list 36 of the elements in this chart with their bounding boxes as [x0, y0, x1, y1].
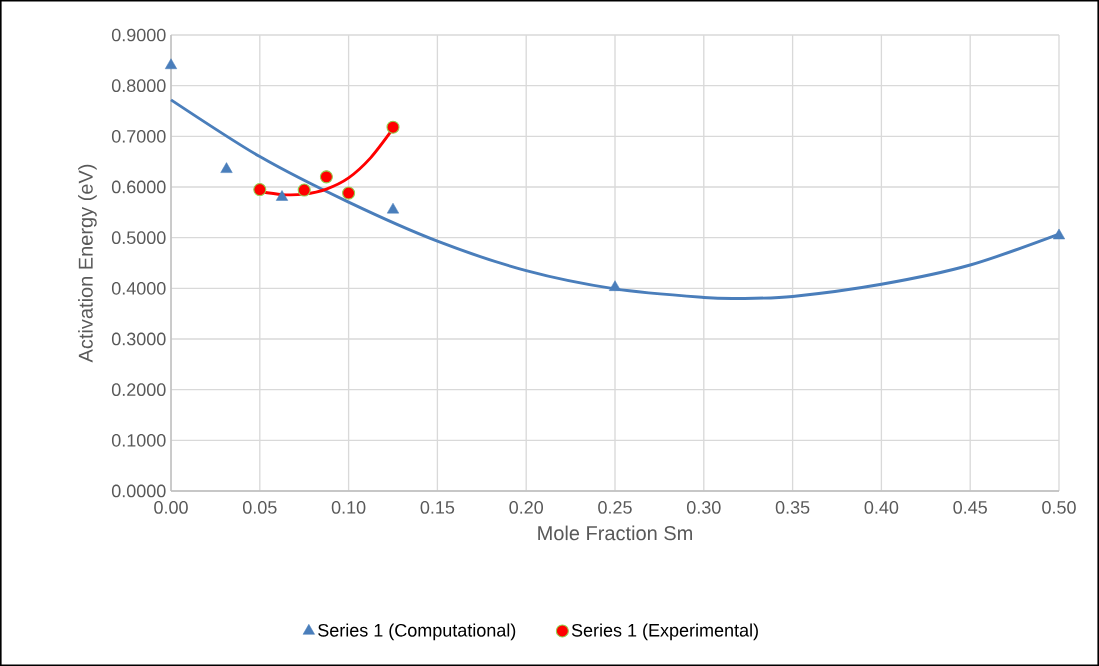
y-tick-label: 0.3000: [111, 332, 166, 346]
x-tick-label: 0.45: [953, 501, 987, 514]
y-tick-label: 0.4000: [111, 281, 166, 295]
x-tick-label: 0.05: [243, 501, 277, 514]
x-tick-label: 0.25: [598, 501, 632, 514]
point: [220, 162, 233, 173]
x-tick-label: 0.15: [420, 501, 455, 514]
legend-label: Series 1 (Experimental): [571, 623, 758, 641]
y-tick-label: 0.7000: [111, 129, 166, 143]
point: [253, 182, 267, 197]
point: [297, 183, 311, 197]
y-tick-label: 0.2000: [111, 383, 166, 397]
x-axis-title: Mole Fraction Sm: [538, 525, 692, 541]
y-tick-label: 0.6000: [111, 180, 166, 194]
x-tick-label: 0.30: [686, 501, 721, 514]
x-tick-label: 0.35: [775, 501, 810, 514]
x-tick-label: 0.40: [864, 501, 899, 514]
x-tick-label: 0.50: [1042, 501, 1076, 514]
point: [386, 202, 400, 214]
legend-label: Series 1 (Computational): [318, 623, 516, 641]
point: [319, 170, 333, 184]
point: [608, 280, 622, 291]
x-tick-label: 0.20: [509, 501, 544, 514]
y-tick-label: 0.9000: [111, 28, 166, 42]
y-tick-label: 0.5000: [111, 231, 166, 245]
point: [275, 190, 289, 201]
x-tick-label: 0.10: [331, 501, 366, 514]
y-tick-label: 0.1000: [111, 433, 166, 447]
y-tick-label: 0.8000: [111, 79, 166, 93]
y-axis-title: Activation Energy (eV): [78, 164, 97, 363]
point: [1052, 228, 1066, 240]
y-tick-label: 0.0000: [111, 484, 166, 498]
point: [342, 186, 356, 200]
point: [386, 120, 400, 134]
x-tick-label: 0.00: [154, 501, 188, 514]
point: [164, 58, 178, 69]
